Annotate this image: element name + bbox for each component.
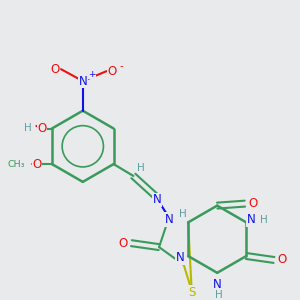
Text: N: N [176, 251, 184, 265]
Text: O: O [50, 63, 60, 76]
Text: O: O [277, 254, 286, 266]
Text: H: H [215, 290, 223, 300]
Text: N: N [153, 193, 161, 206]
Text: H: H [260, 215, 268, 225]
Text: N: N [213, 278, 222, 291]
Text: O: O [248, 197, 257, 210]
Text: H: H [179, 209, 187, 220]
Text: O: O [119, 237, 128, 250]
Text: N: N [78, 75, 87, 88]
Text: N: N [247, 213, 256, 226]
Text: O: O [32, 158, 42, 171]
Text: O: O [108, 65, 117, 78]
Text: ·: · [34, 120, 39, 135]
Text: N: N [165, 213, 173, 226]
Text: -: - [120, 61, 123, 71]
Text: H: H [24, 122, 32, 133]
Text: O: O [38, 122, 47, 135]
Text: +: + [88, 70, 95, 79]
Text: H: H [137, 163, 145, 173]
Text: S: S [188, 286, 195, 299]
Text: CH₃: CH₃ [8, 160, 25, 169]
